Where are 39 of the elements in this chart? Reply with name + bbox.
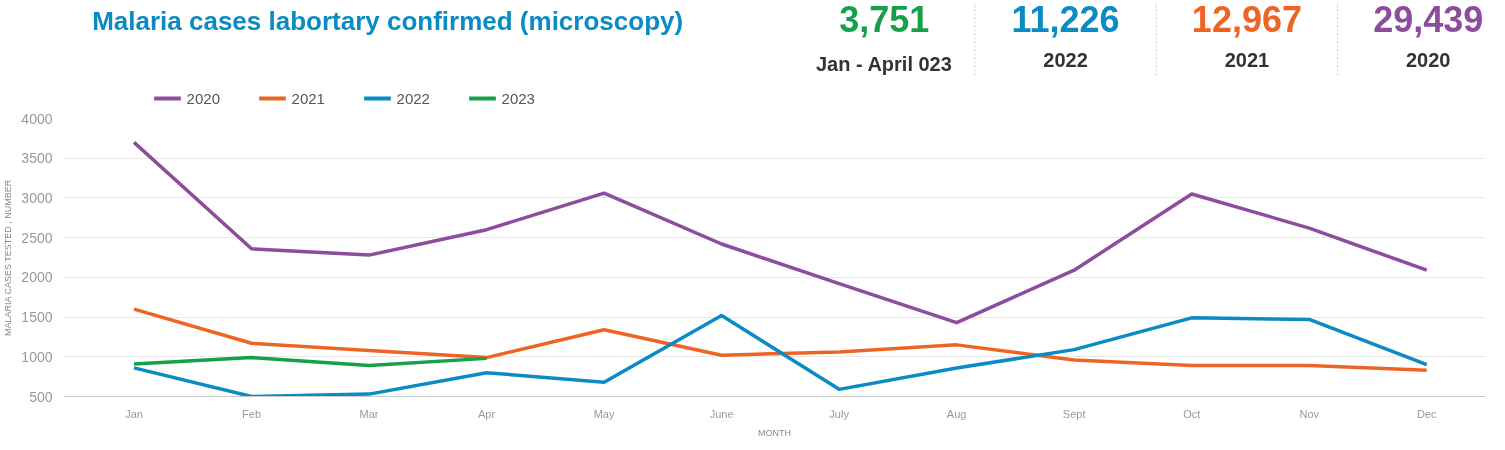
x-tick-label: Sept (1062, 407, 1086, 420)
legend-label: 2023 (501, 89, 535, 107)
y-tick-label: 3500 (21, 150, 53, 167)
y-tick-label: 2500 (21, 229, 53, 246)
x-tick-label: Oct (1183, 407, 1201, 420)
text: 12,967 (1191, 0, 1302, 40)
legend-label: 2022 (396, 89, 430, 107)
legend-label: 2021 (291, 89, 325, 107)
x-tick-label: Dec (1416, 407, 1438, 420)
y-tick-label: 4000 (21, 110, 53, 127)
x-tick-label: Jan (125, 407, 143, 420)
line-series (132, 355, 489, 368)
y-tick-label: 500 (29, 388, 53, 405)
text: 2022 (1043, 48, 1088, 71)
y-tick-label: 1500 (21, 309, 53, 326)
x-tick-label: Mar (359, 407, 379, 420)
text: 29,439 (1373, 0, 1484, 40)
x-tick-label: Nov (1299, 407, 1320, 420)
y-tick-label: 3000 (21, 189, 53, 206)
text: 11,226 (1011, 0, 1120, 40)
x-axis-title: MONTH (758, 427, 791, 438)
x-tick-label: Apr (478, 407, 496, 420)
text: 3,751 (839, 0, 930, 40)
x-tick-label: June (709, 407, 734, 420)
text: 2020 (1405, 48, 1451, 71)
text: 2021 (1224, 48, 1270, 71)
legend-label: 2020 (186, 89, 220, 107)
line-series (132, 313, 1429, 397)
line-series (132, 140, 1429, 325)
y-tick-label: 2000 (21, 269, 53, 286)
x-tick-label: Feb (242, 407, 262, 420)
x-tick-label: July (829, 407, 850, 420)
chart-title: Malaria cases labortary confirmed (microscopy) (92, 5, 684, 36)
x-tick-label: May (593, 407, 615, 420)
y-axis-title: MALARIA CASES TESTED , NUMBER (3, 179, 14, 337)
y-tick-label: 1000 (21, 348, 53, 365)
text: Jan - April 023 (815, 52, 952, 75)
line-series (132, 307, 1429, 373)
x-tick-label: Aug (946, 407, 967, 420)
